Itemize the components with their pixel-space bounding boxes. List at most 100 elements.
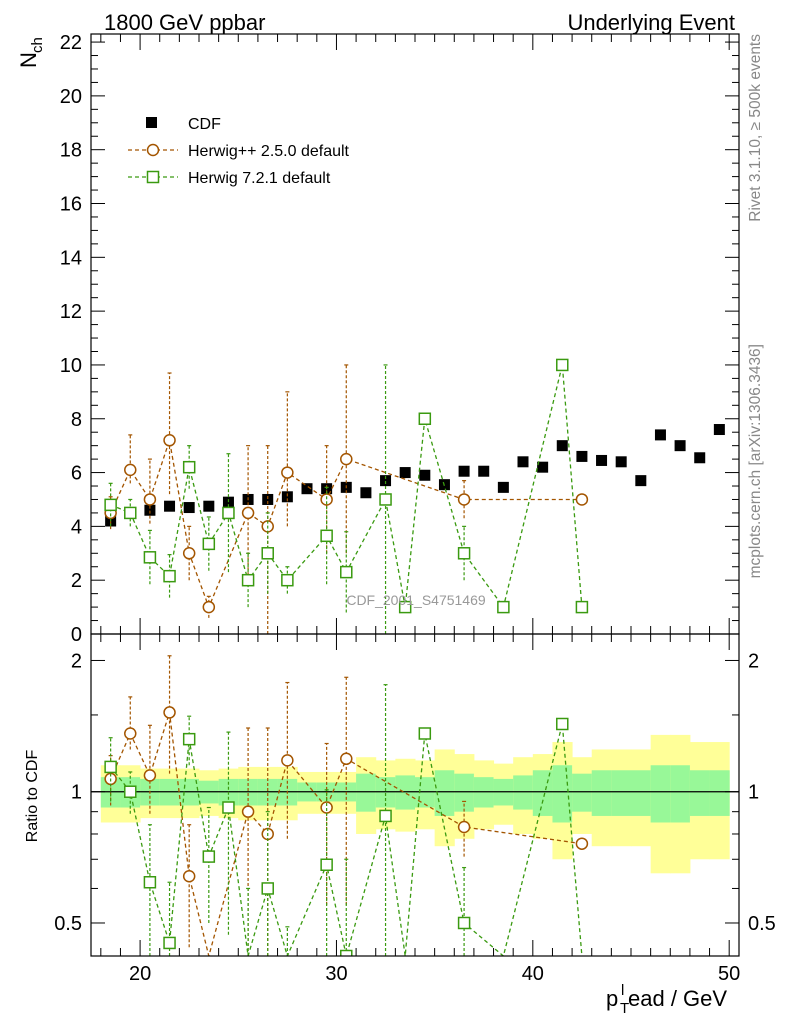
main-y-tick-label: 10 [60, 355, 82, 377]
main-h7-point [457, 547, 471, 560]
ratio-h7-point [163, 936, 176, 950]
legend: CDF Herwig++ 2.5.0 default Herwig 7.2.1 … [128, 116, 350, 187]
main-h7-point [104, 498, 117, 512]
main-h7-point [340, 565, 353, 579]
band-inner-bin [709, 770, 730, 816]
legend-marker-herwig7 [146, 170, 160, 184]
cdf-data-point [517, 456, 529, 468]
main-y-tick-label: 2 [71, 570, 82, 592]
ratio-y-label: Ratio to CDF [24, 750, 41, 843]
ratio-hpp-point [124, 727, 137, 740]
main-h7-point [182, 460, 196, 474]
x-axis-label: p T l ead / GeV [606, 982, 727, 1017]
main-hpp-point [124, 463, 137, 477]
ratio-h7-point [320, 858, 333, 872]
ratio-h7-point [418, 727, 432, 740]
ratio-uncertainty-band [91, 734, 739, 874]
band-inner-bin [375, 777, 396, 808]
main-h7-point [163, 569, 176, 583]
main-h7-point [398, 600, 412, 614]
main-y-tick-label: 8 [71, 409, 82, 431]
ratio-y-tick-label-right: 2 [748, 650, 759, 672]
cdf-data-point [694, 452, 706, 464]
main-h7-point [202, 537, 216, 551]
side-text-top: Rivet 3.1.10, ≥ 500k events [747, 34, 764, 222]
main-h7-point [556, 358, 569, 372]
band-inner-bin [631, 770, 652, 816]
cdf-data-point [458, 465, 470, 477]
x-tick-label: 20 [129, 963, 151, 985]
main-y-tick-label: 6 [71, 463, 82, 485]
band-inner-bin [532, 770, 553, 816]
cdf-data-point [203, 500, 215, 512]
ratio-hpp-point [182, 869, 196, 883]
main-hpp-point [457, 493, 471, 506]
main-hpp-point [163, 434, 176, 447]
y-axis-label-sub: ch [29, 37, 46, 53]
x-axis-label-rest: ead / GeV [628, 986, 727, 1011]
main-h7-point [143, 551, 157, 564]
cdf-data-point [654, 429, 666, 441]
y-axis-label: N ch [16, 37, 46, 68]
x-axis-label-sup: l [621, 982, 624, 999]
cdf-data-point [556, 440, 568, 452]
main-hpp-point [182, 547, 196, 560]
cdf-data-point [674, 440, 686, 452]
band-inner-bin [434, 770, 455, 816]
main-y-tick-label: 22 [60, 32, 82, 54]
main-hpp-point [575, 493, 589, 506]
band-inner-bin [454, 773, 475, 812]
band-inner-bin [513, 775, 534, 810]
band-inner-bin [689, 770, 711, 816]
main-h7-point [222, 506, 235, 520]
cdf-data-point [360, 487, 372, 499]
ratio-hpp-point [457, 820, 471, 834]
ratio-h7-point [261, 882, 274, 895]
band-inner-bin [415, 777, 436, 808]
ratio-y-tick-label: 0.5 [54, 913, 82, 935]
main-h7-point [320, 529, 333, 543]
cdf-data-point [419, 469, 431, 481]
legend-label-herwigpp: Herwig++ 2.5.0 default [188, 143, 350, 160]
legend-marker-cdf [146, 117, 157, 128]
main-h7-point [575, 600, 589, 614]
ratio-h7-point [222, 801, 235, 814]
main-series-layer [104, 358, 725, 634]
band-inner-bin [100, 777, 121, 808]
ratio-hpp-point [340, 752, 353, 766]
cdf-data-point [497, 481, 509, 493]
cdf-data-point [380, 475, 392, 487]
band-inner-bin [473, 777, 495, 808]
right-title: Underlying Event [567, 10, 735, 35]
ratio-h7-point [556, 717, 569, 731]
main-y-tick-label: 18 [60, 140, 82, 162]
ratio-h7-point [202, 850, 216, 863]
main-y-tick-label: 16 [60, 194, 82, 216]
band-inner-bin [611, 770, 632, 816]
x-axis-label-main: p [606, 986, 618, 1011]
side-text-bottom: mcplots.cern.ch [arXiv:1306.3436] [747, 344, 764, 578]
ratio-y-tick-label-right: 1 [748, 782, 759, 804]
cdf-data-point [615, 456, 627, 468]
band-inner-bin [650, 765, 671, 823]
ratio-y-tick-label: 1 [71, 782, 82, 804]
cdf-data-point [164, 500, 176, 512]
band-inner-bin [670, 765, 691, 823]
cdf-data-point [635, 475, 647, 487]
cdf-data-point [399, 467, 411, 479]
legend-label-cdf: CDF [188, 116, 221, 133]
cdf-data-point [301, 483, 313, 495]
band-inner-bin [356, 773, 377, 812]
main-hpp-point [143, 493, 157, 506]
cdf-data-point [262, 493, 274, 505]
main-h7-point [281, 573, 294, 587]
legend-label-herwig7: Herwig 7.2.1 default [188, 170, 331, 187]
ratio-h7-point [457, 916, 471, 930]
x-tick-label: 40 [522, 963, 544, 985]
main-y-tick-label: 0 [71, 624, 82, 646]
ratio-h7-point [340, 949, 353, 956]
ratio-hpp-point [163, 706, 176, 719]
